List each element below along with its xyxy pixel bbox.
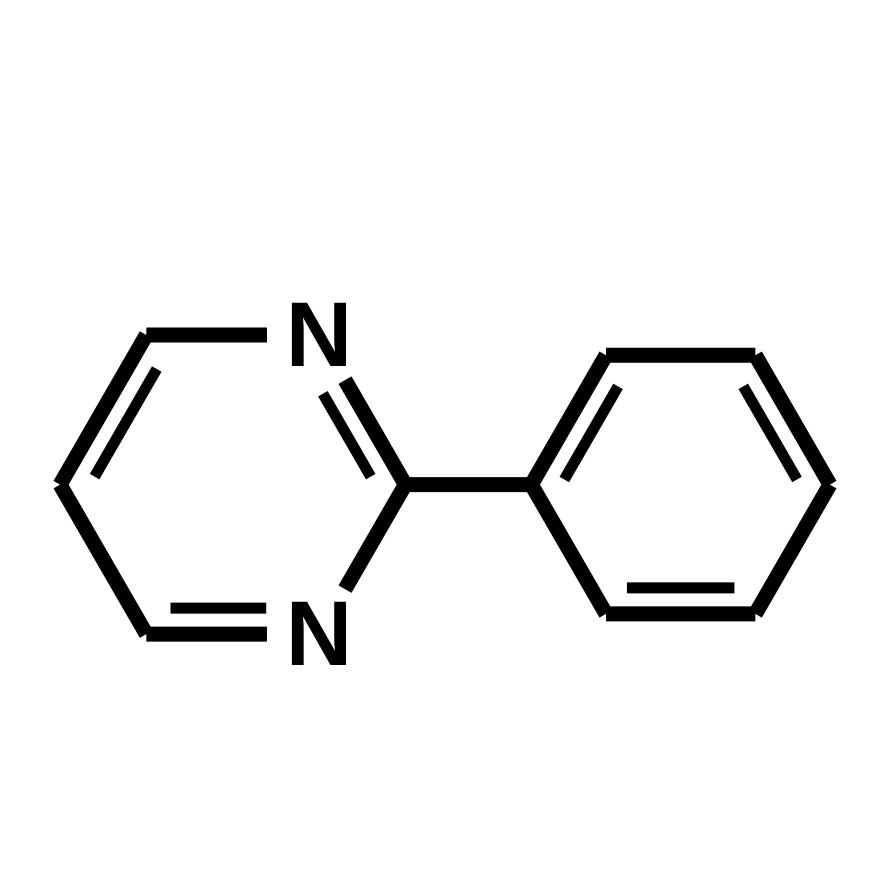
bond [345,485,405,590]
atom-label-N: N [286,284,352,386]
bond [345,380,405,485]
bond [755,485,830,614]
bond [531,485,606,614]
bond [60,485,146,635]
atom-label-N: N [286,583,352,685]
chemical-structure: NN [0,0,890,890]
